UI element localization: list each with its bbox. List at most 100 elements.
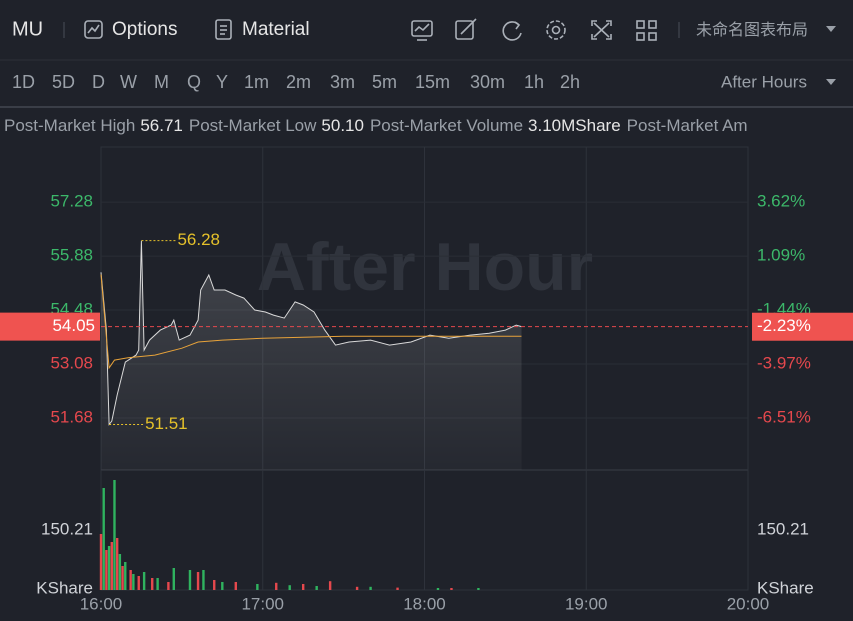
- timeframe-button[interactable]: 2m: [286, 72, 311, 92]
- settings-icon[interactable]: [546, 20, 566, 40]
- current-price-box: [0, 312, 100, 341]
- volume-bar: [477, 588, 480, 590]
- volume-bar: [129, 570, 132, 590]
- timeframe-bar: 1D 5D D W M Q Y 1m 2m 3m 5m 15m 30m 1h 2h: [12, 72, 580, 92]
- x-tick-label: 19:00: [565, 594, 608, 613]
- timeframe-button[interactable]: Q: [187, 72, 201, 92]
- timeframe-button[interactable]: 1D: [12, 72, 35, 92]
- volume-tick-label: 150.21: [757, 519, 809, 538]
- timeframe-button[interactable]: 1m: [244, 72, 269, 92]
- x-tick-label: 16:00: [80, 594, 123, 613]
- timeframe-button[interactable]: D: [92, 72, 105, 92]
- layout-icon[interactable]: [636, 20, 657, 41]
- stat-label: Post-Market Volume: [370, 116, 523, 135]
- y-tick-label: 51.68: [50, 407, 93, 426]
- volume-unit: KShare: [36, 578, 93, 597]
- current-price-label: 54.05: [52, 316, 95, 335]
- volume-bar: [221, 582, 224, 590]
- timeframe-button[interactable]: 5D: [52, 72, 75, 92]
- high-label: 56.28: [177, 230, 220, 249]
- volume-bar: [288, 585, 291, 590]
- timeframe-button[interactable]: Y: [216, 72, 228, 92]
- options-icon[interactable]: [84, 20, 103, 39]
- volume-bar: [301, 584, 305, 590]
- volume-bar: [450, 588, 453, 590]
- volume-bar: [256, 584, 259, 590]
- volume-bar: [137, 576, 140, 590]
- volume-bar: [167, 582, 170, 590]
- x-tick-label: 20:00: [727, 594, 770, 613]
- stats-strip: Post-Market High 56.71 Post-Market Low 50.1…: [4, 116, 748, 135]
- volume-bar: [142, 572, 146, 590]
- stat-value: 3.10MShare: [528, 116, 621, 135]
- stat-value: 56.71: [140, 116, 183, 135]
- volume-bar: [396, 587, 399, 590]
- low-label: 51.51: [145, 414, 188, 433]
- volume-bar: [99, 534, 103, 590]
- volume-bar: [124, 562, 127, 590]
- timeframe-button[interactable]: 15m: [415, 72, 450, 92]
- volume-tick-label: 150.21: [41, 519, 93, 538]
- stat-label: Post-Market Am: [627, 116, 748, 135]
- dropdown-arrow[interactable]: [826, 79, 836, 85]
- material-icon[interactable]: [215, 19, 232, 40]
- y2-tick-label: 1.09%: [757, 245, 805, 264]
- material-button[interactable]: Material: [242, 19, 310, 40]
- volume-bar: [188, 570, 192, 590]
- stat-label: Post-Market High: [4, 116, 135, 135]
- volume-bar: [196, 572, 200, 590]
- volume-bar: [275, 582, 278, 590]
- current-change-box: [752, 312, 853, 341]
- refresh-icon[interactable]: [502, 21, 522, 41]
- stat-label: Post-Market Low: [189, 116, 317, 135]
- timeframe-button[interactable]: M: [154, 72, 169, 92]
- y-tick-label: 55.88: [50, 246, 93, 265]
- volume-bar: [121, 566, 124, 590]
- timeframe-button[interactable]: W: [120, 72, 137, 92]
- y-tick-label: 57.28: [50, 192, 93, 211]
- timeframe-button[interactable]: 5m: [372, 72, 397, 92]
- volume-bar: [213, 580, 216, 590]
- y2-tick-label: -3.97%: [757, 353, 811, 372]
- y2-tick-label: 3.62%: [757, 191, 805, 210]
- volume-bar: [172, 568, 175, 590]
- volume-bar: [110, 542, 113, 590]
- volume-bar: [118, 554, 122, 590]
- volume-bar: [156, 578, 159, 590]
- volume-unit: KShare: [757, 578, 814, 597]
- dropdown-arrow[interactable]: [826, 26, 836, 32]
- current-change-label: -2.23%: [757, 316, 811, 335]
- timeframe-button[interactable]: 2h: [560, 72, 580, 92]
- session-select[interactable]: After Hours: [721, 72, 807, 91]
- volume-bar: [355, 586, 359, 590]
- symbol[interactable]: MU: [12, 18, 43, 40]
- indicator-icon[interactable]: [411, 20, 433, 41]
- y2-tick-label: -6.51%: [757, 407, 811, 426]
- timeframe-button[interactable]: 1h: [524, 72, 544, 92]
- y-tick-label: 53.08: [50, 353, 93, 372]
- average-line: [100, 274, 522, 370]
- volume-bar: [105, 550, 108, 590]
- timeframe-button[interactable]: 30m: [470, 72, 505, 92]
- volume-bar: [234, 582, 237, 590]
- layout-name[interactable]: 未命名图表布局: [696, 21, 808, 39]
- volume-bar: [115, 538, 119, 590]
- timeframe-button[interactable]: 3m: [330, 72, 355, 92]
- options-button[interactable]: Options: [112, 19, 177, 40]
- volume-bar: [151, 578, 154, 590]
- price-line: [100, 240, 522, 426]
- volume-bar: [107, 546, 111, 590]
- stat-value: 50.10: [321, 116, 364, 135]
- x-tick-label: 17:00: [241, 594, 284, 613]
- volume-bar: [328, 581, 332, 590]
- draw-icon[interactable]: [455, 18, 477, 40]
- volume-bar: [436, 588, 440, 590]
- fullscreen-icon[interactable]: [591, 20, 612, 40]
- volume-bar: [132, 574, 135, 590]
- volume-bar: [202, 570, 205, 590]
- volume-bar: [113, 480, 116, 590]
- x-tick-label: 18:00: [403, 594, 446, 613]
